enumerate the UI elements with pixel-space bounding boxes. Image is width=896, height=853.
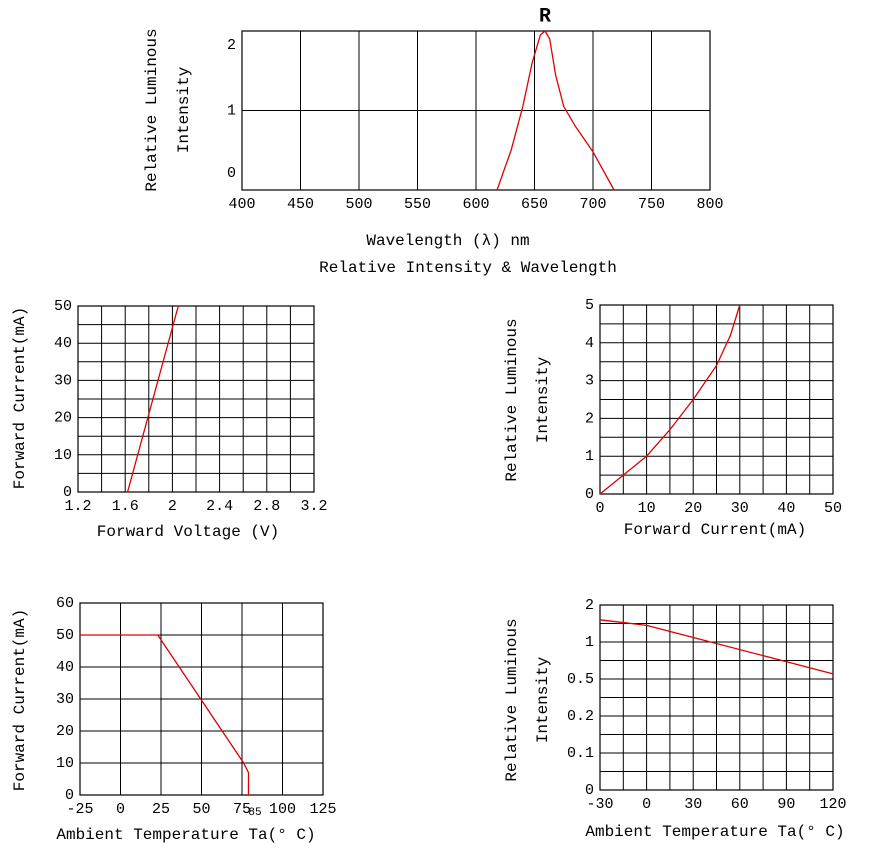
y-axis-label: Intensity [175,66,193,153]
x-tick-label: 25 [152,801,170,818]
x-axis-label: Wavelength (λ) nm [366,232,529,250]
y-tick-label: 0 [585,782,594,799]
y-axis-label: Intensity [534,356,552,443]
y-tick-label: 0 [585,486,594,503]
data-line [80,634,250,795]
x-axis-label: Ambient Temperature Ta(° C) [56,826,315,844]
y-axis-label: Relative Luminous [503,618,521,781]
x-tick-label: 2.8 [253,498,280,515]
y-tick-label: 2 [585,597,594,614]
x-tick-label: 60 [731,796,749,813]
x-tick-label: -30 [586,796,613,813]
y-tick-label: 2 [227,37,236,54]
x-tick-label: 100 [269,801,296,818]
y-axis-label: Forward Current(mA) [11,609,29,791]
y-tick-label: 40 [54,335,72,352]
y-axis-label: Relative Luminous [143,28,161,191]
x-tick-label: 30 [731,500,749,517]
x-tick-label: 10 [638,500,656,517]
y-tick-label: 0.2 [567,708,594,725]
x-tick-label: 50 [192,801,210,818]
x-tick-label: 2.4 [206,498,233,515]
x-tick-label: 400 [228,196,255,213]
chart-title: R [539,5,551,28]
y-tick-label: 20 [56,723,74,740]
x-tick-label: 1.2 [64,498,91,515]
x-tick-label: 0 [595,500,604,517]
y-tick-label: 4 [585,335,594,352]
x-tick-label: 500 [345,196,372,213]
x-tick-label: 30 [684,796,702,813]
x-tick-label: 800 [696,196,723,213]
y-tick-label: 0.5 [567,671,594,688]
x-tick-label: 3.2 [300,498,327,515]
x-axis-label: Forward Voltage (V) [97,523,279,541]
x-tick-label: 0 [642,796,651,813]
y-tick-label: 0.1 [567,745,594,762]
y-axis-label: Forward Current(mA) [11,307,29,489]
y-tick-label: 0 [227,165,236,182]
y-tick-label: 3 [585,373,594,390]
annotation: 85 [248,807,261,819]
x-tick-label: 20 [684,500,702,517]
y-tick-label: 2 [585,410,594,427]
y-axis-label: Intensity [534,656,552,743]
x-tick-label: 75 [233,801,251,818]
y-tick-label: 1 [585,634,594,651]
x-tick-label: 2 [168,498,177,515]
x-tick-label: 40 [777,500,795,517]
y-tick-label: 1 [585,448,594,465]
y-tick-label: 1 [227,102,236,119]
data-line [599,619,834,675]
x-tick-label: 1.6 [112,498,139,515]
y-tick-label: 30 [56,691,74,708]
x-tick-label: 600 [462,196,489,213]
x-tick-label: 120 [819,796,846,813]
x-tick-label: -25 [66,801,93,818]
y-tick-label: 0 [63,484,72,501]
data-line [126,305,179,493]
data-line [496,30,615,191]
x-axis-label: Forward Current(mA) [624,521,806,539]
y-tick-label: 40 [56,659,74,676]
data-line [599,304,741,495]
x-tick-label: 125 [309,801,336,818]
y-tick-label: 10 [56,755,74,772]
x-tick-label: 0 [116,801,125,818]
y-tick-label: 0 [65,787,74,804]
y-tick-label: 5 [585,297,594,314]
x-tick-label: 90 [777,796,795,813]
y-axis-label: Relative Luminous [503,318,521,481]
x-tick-label: 750 [638,196,665,213]
x-tick-label: 450 [287,196,314,213]
y-tick-label: 50 [54,298,72,315]
y-tick-label: 10 [54,447,72,464]
y-tick-label: 20 [54,410,72,427]
x-tick-label: 550 [404,196,431,213]
y-tick-label: 30 [54,372,72,389]
chart-caption: Relative Intensity & Wavelength [319,259,617,277]
y-tick-label: 50 [56,627,74,644]
x-axis-label: Ambient Temperature Ta(° C) [585,823,844,841]
x-tick-label: 650 [521,196,548,213]
x-tick-label: 700 [579,196,606,213]
y-tick-label: 60 [56,595,74,612]
x-tick-label: 50 [824,500,842,517]
